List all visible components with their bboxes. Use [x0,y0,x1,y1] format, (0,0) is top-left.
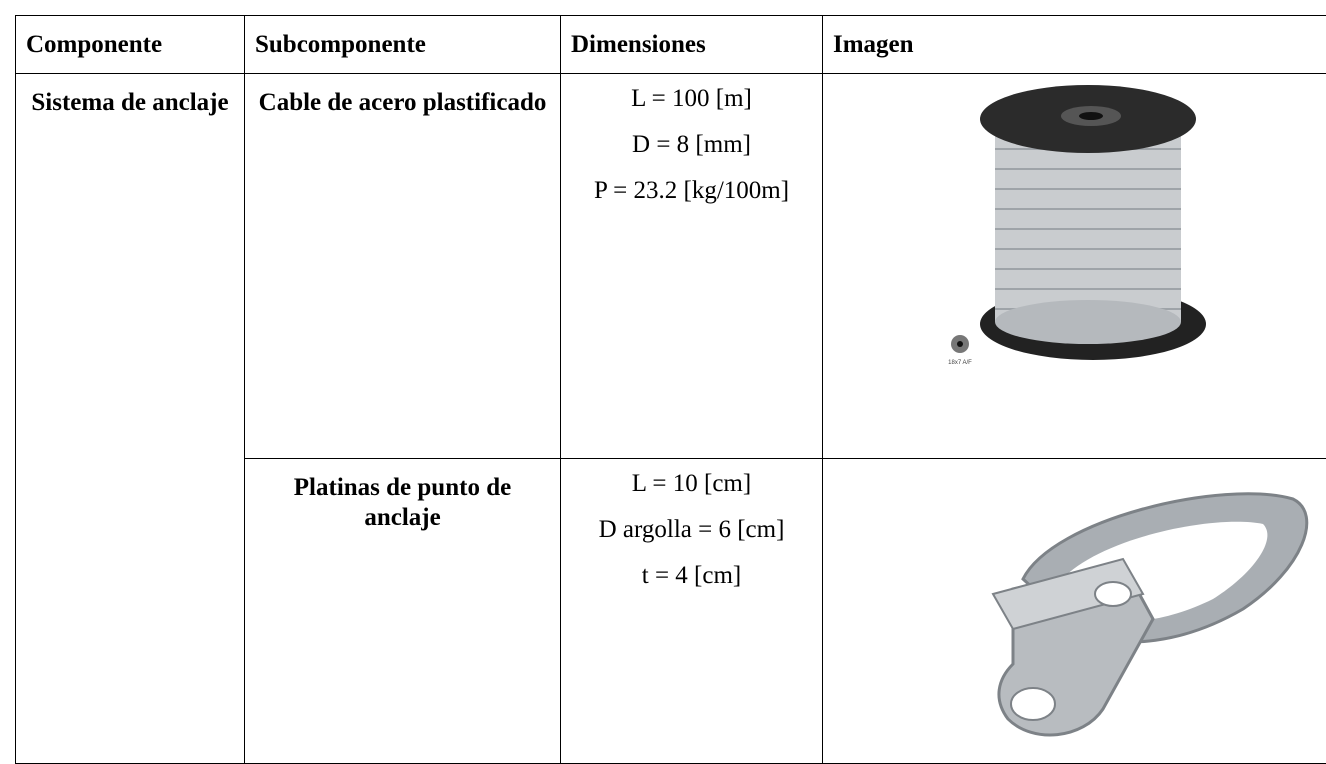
header-row: Componente Subcomponente Dimensiones Ima… [16,16,1326,74]
dimension: P = 23.2 [kg/100m] [571,176,812,206]
subcomponent-cell: Platinas de punto de anclaje [245,459,561,764]
dimension: D = 8 [mm] [571,130,812,160]
cable-spool-image: 18x7 A/F [823,74,1326,444]
subcomponent-cell: Cable de acero plastificado [245,74,561,459]
dimension: L = 10 [cm] [571,469,812,499]
header-cell: Imagen [823,16,1326,74]
subcomponent: Cable de acero plastificado [259,89,547,116]
subcomponent: Platinas de punto de anclaje [294,474,511,531]
header-cell: Componente [16,16,245,74]
image-label: 18x7 A/F [948,360,972,366]
component-cell: Sistema de anclaje [16,74,245,764]
dimension: L = 100 [m] [571,84,812,114]
row: Sistema de anclaje Cable de acero plasti… [16,74,1326,459]
component: Sistema de anclaje [31,89,228,116]
image-cell [823,459,1326,764]
header-cell: Dimensiones [561,16,823,74]
header-cell: Subcomponente [245,16,561,74]
bracket-image [823,459,1326,749]
image-cell: 18x7 A/F [823,74,1326,459]
dimension: t = 4 [cm] [571,561,812,591]
page: Componente Subcomponente Dimensiones Ima… [0,0,1326,727]
dimensions-cell: L = 10 [cm] D argolla = 6 [cm] t = 4 [cm… [561,459,823,764]
dimensions-cell: L = 100 [m] D = 8 [mm] P = 23.2 [kg/100m… [561,74,823,459]
dimension: D argolla = 6 [cm] [571,515,812,545]
component-table: Componente Subcomponente Dimensiones Ima… [15,15,1326,764]
